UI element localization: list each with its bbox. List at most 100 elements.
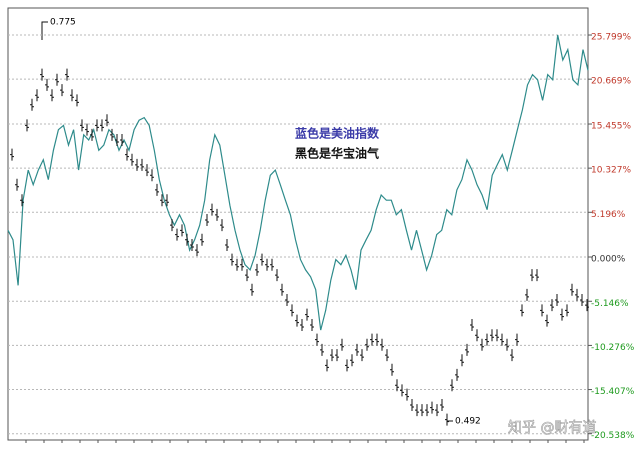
price-bar: [160, 194, 164, 207]
price-bar: [475, 329, 479, 342]
price-bar: [135, 158, 139, 171]
price-bar: [385, 349, 389, 362]
price-bar: [570, 283, 574, 296]
price-bar: [200, 233, 204, 246]
watermark: 知乎 @财有道: [508, 419, 596, 436]
price-bar: [320, 343, 324, 356]
price-bar: [295, 314, 299, 327]
price-bar: [350, 354, 354, 367]
price-bar: [210, 203, 214, 216]
price-bar: [100, 119, 104, 132]
price-bar: [280, 283, 284, 296]
price-bar: [370, 333, 374, 346]
price-bar: [60, 84, 64, 97]
price-bar: [470, 318, 474, 331]
price-bar: [555, 294, 559, 307]
price-bar: [150, 169, 154, 182]
price-bar: [195, 244, 199, 257]
price-bar: [500, 333, 504, 346]
low-marker: [446, 416, 453, 422]
price-bar: [230, 253, 234, 266]
price-bar: [75, 94, 79, 107]
high-annotation: 0.775: [50, 18, 76, 28]
price-bar: [450, 379, 454, 392]
price-bar: [400, 384, 404, 397]
price-bar: [480, 338, 484, 351]
price-bar: [215, 208, 219, 221]
price-bar: [565, 304, 569, 317]
y-tick-label: -15.407%: [591, 387, 635, 397]
price-bar: [520, 304, 524, 317]
price-bar: [95, 119, 99, 132]
price-bar: [515, 333, 519, 346]
y-tick-label: -10.276%: [591, 343, 635, 353]
price-bar: [20, 194, 24, 207]
price-bar: [225, 238, 229, 251]
price-bar: [560, 308, 564, 321]
price-bar: [420, 404, 424, 417]
price-bar: [85, 123, 89, 136]
price-bar: [265, 258, 269, 271]
legend-note: 蓝色是美油指数: [295, 126, 380, 141]
price-bar: [90, 128, 94, 141]
price-bar: [435, 404, 439, 417]
price-bar: [270, 258, 274, 271]
price-bar: [490, 329, 494, 342]
price-bar: [50, 89, 54, 102]
price-bar: [145, 164, 149, 177]
price-bar: [580, 294, 584, 307]
y-tick-label: 5.196%: [591, 210, 626, 220]
price-bar: [390, 363, 394, 376]
price-bar: [205, 213, 209, 226]
price-bar: [395, 379, 399, 392]
price-bar: [45, 78, 49, 91]
price-bar: [525, 288, 529, 301]
price-bar: [240, 258, 244, 271]
price-bar: [165, 194, 169, 207]
price-bar: [410, 398, 414, 411]
price-bar: [255, 263, 259, 276]
price-bar: [35, 89, 39, 102]
legend-note: 黑色是华宝油气: [295, 146, 379, 161]
price-bar: [105, 114, 109, 127]
y-tick-label: 0.000%: [591, 254, 626, 264]
price-bar: [425, 404, 429, 417]
price-bar: [440, 398, 444, 411]
price-bar: [415, 404, 419, 417]
price-bar: [275, 269, 279, 282]
price-bar: [355, 343, 359, 356]
price-bar: [25, 119, 29, 132]
price-bar: [260, 253, 264, 266]
price-bar: [180, 224, 184, 237]
y-tick-label: 25.799%: [591, 33, 631, 43]
price-bar: [175, 228, 179, 241]
price-bar: [10, 148, 14, 161]
price-bar: [540, 304, 544, 317]
price-bar: [340, 338, 344, 351]
price-bar: [220, 219, 224, 232]
price-bar: [485, 333, 489, 346]
price-bar: [510, 349, 514, 362]
price-bar: [430, 401, 434, 414]
price-bar: [550, 299, 554, 312]
y-tick-label: -5.146%: [591, 299, 629, 309]
price-bar: [285, 294, 289, 307]
price-bar: [300, 318, 304, 331]
price-bar: [585, 299, 589, 312]
y-tick-label: 10.327%: [591, 166, 631, 176]
price-bar: [30, 98, 34, 111]
price-bar: [125, 148, 129, 161]
price-bar: [465, 343, 469, 356]
price-bar: [375, 333, 379, 346]
index-line: [7, 34, 589, 331]
price-bar: [530, 269, 534, 282]
price-bar: [325, 359, 329, 372]
price-bar: [535, 269, 539, 282]
price-bar: [380, 338, 384, 351]
price-bar: [305, 308, 309, 321]
price-bar: [120, 133, 124, 146]
price-bar: [55, 73, 59, 86]
price-bar: [455, 368, 459, 381]
price-bar: [345, 359, 349, 372]
